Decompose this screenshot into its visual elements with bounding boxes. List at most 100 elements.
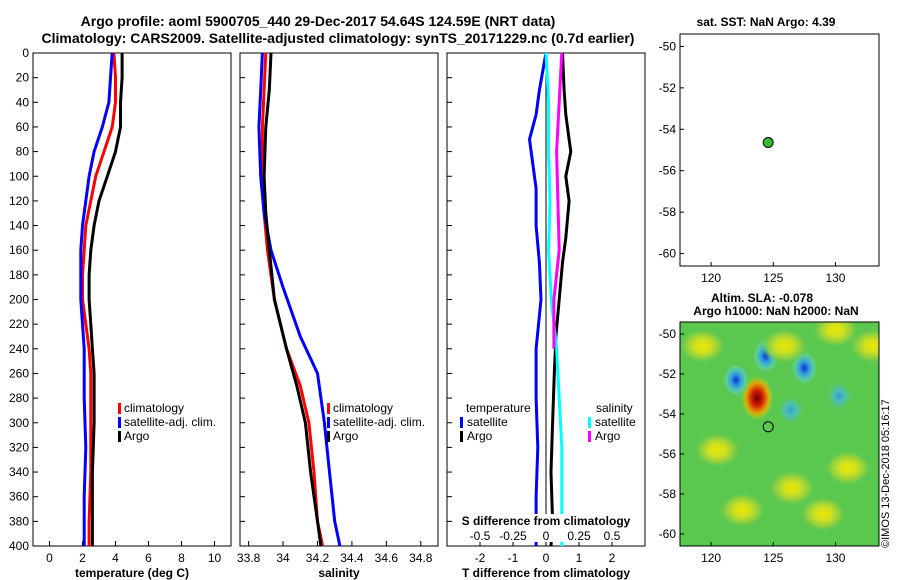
legend-entry: satellite bbox=[467, 415, 508, 429]
argo-position-marker bbox=[762, 421, 774, 433]
x-tick-label: 34.8 bbox=[409, 551, 433, 565]
temperature-panel: 0204060801001201401601802002202402602803… bbox=[9, 46, 232, 580]
salinity-panel: 33.8 34 34.2 34.4 34.6 34.8 salinity climatolog… bbox=[237, 52, 439, 580]
series-line-t-argo bbox=[549, 52, 573, 547]
y-tick-label: 160 bbox=[9, 243, 29, 257]
sla-anomaly-yellow bbox=[718, 492, 767, 528]
x-tick-label: -2 bbox=[475, 551, 486, 565]
legend-swatch bbox=[118, 431, 121, 442]
legend-entry: satellite-adj. clim. bbox=[124, 415, 216, 429]
sla-map-panel: -50 -52 -54 -56 -58 -60 120 125 130 bbox=[659, 321, 880, 565]
x-tick-label: 2 bbox=[609, 551, 616, 565]
x-tick-label: 34.4 bbox=[340, 551, 364, 565]
legend-swatch bbox=[327, 431, 330, 442]
x-tick-label: 1 bbox=[576, 551, 583, 565]
x-tick-label: 130 bbox=[825, 551, 845, 565]
x-tick-label: 125 bbox=[763, 551, 783, 565]
y-tick-label: 300 bbox=[9, 416, 29, 430]
series-line-climatology bbox=[81, 52, 117, 546]
argo-position-marker bbox=[762, 137, 774, 149]
x-tick-label: 125 bbox=[763, 271, 783, 285]
y-tick-label: 320 bbox=[9, 440, 29, 454]
y-tick-label: -58 bbox=[659, 205, 677, 219]
legend-entry: satellite bbox=[595, 415, 636, 429]
x-tick-label: 34.6 bbox=[375, 551, 399, 565]
legend-title-temperature: temperature bbox=[466, 401, 531, 415]
series-line-argo bbox=[87, 53, 124, 546]
y-tick-label: -52 bbox=[659, 367, 677, 381]
sst-map-panel: -50 -52 -54 -56 -58 -60 120 125 130 bbox=[659, 33, 880, 285]
legend-entry: Argo bbox=[124, 429, 150, 443]
legend-swatch bbox=[118, 417, 121, 428]
sla-anomaly-low bbox=[721, 362, 750, 398]
legend-swatch bbox=[327, 417, 330, 428]
y-tick-label: 280 bbox=[9, 391, 29, 405]
legend-entry: climatology bbox=[124, 401, 184, 415]
sla-anomaly-yellow bbox=[693, 432, 742, 468]
legend-swatch bbox=[588, 417, 591, 428]
y-tick-label: -52 bbox=[659, 81, 677, 95]
y-tick-label: -56 bbox=[659, 447, 677, 461]
y-tick-label: 40 bbox=[16, 95, 30, 109]
sla-field bbox=[680, 322, 879, 546]
secondary-axis-label: S difference from climatology bbox=[462, 514, 631, 528]
sst-map-title: sat. SST: NaN Argo: 4.39 bbox=[697, 15, 836, 29]
y-tick-label: 380 bbox=[9, 514, 29, 528]
x-tick-label: 0 bbox=[543, 551, 550, 565]
y-tick-label: 220 bbox=[9, 317, 29, 331]
legend-swatch bbox=[460, 417, 463, 428]
x-tick-label: 8 bbox=[178, 551, 185, 565]
x-tick-label: 6 bbox=[145, 551, 152, 565]
legend-entry: satellite-adj. clim. bbox=[333, 415, 425, 429]
secondary-tick-label: -0.5 bbox=[470, 529, 491, 543]
y-tick-label: 260 bbox=[9, 366, 29, 380]
y-tick-label: 20 bbox=[16, 71, 30, 85]
sla-anomaly-yellow bbox=[767, 470, 816, 506]
x-tick-label: 4 bbox=[112, 551, 119, 565]
temperature-axes-frame bbox=[32, 52, 232, 547]
sla-anomaly-high bbox=[741, 376, 774, 420]
y-tick-label: 200 bbox=[9, 293, 29, 307]
y-tick-label: -54 bbox=[659, 407, 677, 421]
salinity-axes-frame bbox=[239, 52, 439, 547]
x-tick-label: 33.8 bbox=[237, 551, 261, 565]
secondary-tick-label: 0 bbox=[543, 529, 550, 543]
sla-anomaly-yellow bbox=[799, 496, 848, 532]
sla-anomaly-lowish bbox=[774, 392, 807, 428]
salinity-x-axis-label: salinity bbox=[318, 566, 360, 580]
x-tick-label: 34 bbox=[276, 551, 290, 565]
y-tick-label: 100 bbox=[9, 169, 29, 183]
figure-title-line-1: Argo profile: aoml 5900705_440 29-Dec-20… bbox=[81, 13, 556, 29]
series-line-argo bbox=[262, 52, 323, 547]
legend-entry: Argo bbox=[333, 429, 359, 443]
series-line-s-satellite bbox=[544, 52, 564, 546]
legend-entry: climatology bbox=[333, 401, 393, 415]
sst-map-frame bbox=[679, 33, 880, 267]
legend-swatch bbox=[327, 403, 330, 414]
legend-title-salinity: salinity bbox=[596, 401, 633, 415]
sla-anomaly-yellow bbox=[811, 322, 860, 348]
sla-anomaly-yellow bbox=[680, 328, 727, 364]
x-tick-label: 130 bbox=[825, 271, 845, 285]
sla-anomaly-yellow bbox=[760, 328, 809, 364]
y-tick-label: 360 bbox=[9, 490, 29, 504]
x-tick-label: 120 bbox=[701, 551, 721, 565]
legend-swatch bbox=[460, 431, 463, 442]
sla-anomaly-lowish bbox=[823, 378, 856, 414]
y-tick-label: -50 bbox=[659, 327, 677, 341]
secondary-tick-label: -0.25 bbox=[499, 529, 527, 543]
y-tick-label: -58 bbox=[659, 487, 677, 501]
x-tick-label: 0 bbox=[46, 551, 53, 565]
series-line-t-satellite bbox=[528, 52, 548, 546]
y-tick-label: 340 bbox=[9, 465, 29, 479]
series-line-satellite-adj-clim- bbox=[257, 52, 342, 547]
y-tick-label: -50 bbox=[659, 39, 677, 53]
imos-watermark: ©IMOS 13-Dec-2018 05:16:17 bbox=[880, 399, 892, 548]
series-line-satellite-adj-clim- bbox=[79, 52, 114, 546]
x-tick-label: -1 bbox=[508, 551, 519, 565]
y-tick-label: 120 bbox=[9, 194, 29, 208]
difference-panel: -2 -1 0 1 2T difference from climatology S di… bbox=[446, 52, 646, 580]
figure-title-line-2: Climatology: CARS2009. Satellite-adjuste… bbox=[42, 30, 635, 46]
y-tick-label: 240 bbox=[9, 342, 29, 356]
